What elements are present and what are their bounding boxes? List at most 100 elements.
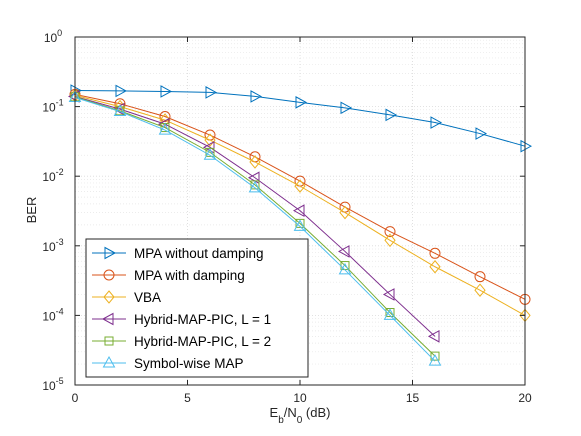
series-line: [74, 96, 436, 357]
data-point: [295, 96, 308, 109]
data-point: [338, 262, 352, 275]
data-point: [474, 271, 486, 283]
data-point: [294, 179, 306, 193]
y-tick-label-base: 10: [42, 379, 56, 393]
y-tick-label: 10-2: [42, 167, 63, 184]
x-axis-title-unit: (dB): [302, 405, 330, 420]
data-point: [428, 354, 442, 366]
y-tick-label: 10-5: [42, 376, 63, 393]
x-tick-label: 5: [184, 391, 191, 405]
y-tick-label-exponent: -1: [56, 98, 64, 108]
legend-swatch-marker: [103, 290, 115, 304]
y-tick-label-exponent: -3: [56, 237, 64, 247]
legend-item: Symbol-wise MAP: [92, 355, 244, 371]
legend-label: VBA: [134, 290, 161, 305]
data-point: [204, 133, 216, 147]
y-tick-marks: [75, 36, 525, 386]
y-tick-label-base: 10: [44, 31, 58, 45]
y-tick-label-base: 10: [42, 240, 56, 254]
legend-swatch-marker: [101, 312, 114, 326]
y-tick-label-base: 10: [42, 309, 56, 323]
data-point: [115, 106, 125, 116]
series-3: [69, 88, 531, 323]
y-tick-label: 10-1: [42, 98, 63, 115]
legend-swatch-marker: [104, 246, 117, 260]
x-tick-marks: [74, 37, 526, 385]
series-group: [67, 84, 533, 366]
legend-box: [85, 238, 309, 378]
data-point: [474, 283, 486, 298]
data-point: [113, 104, 127, 117]
x-tick-label: 15: [406, 391, 420, 405]
data-point: [160, 85, 173, 98]
x-tick-labels: 0 5 10 15 20: [72, 391, 532, 405]
data-point: [385, 108, 398, 122]
series-line: [74, 97, 436, 362]
data-point: [250, 90, 263, 103]
series-line: [74, 95, 436, 337]
legend-label: Hybrid-MAP-PIC, L = 2: [134, 334, 271, 349]
legend-item: Hybrid-MAP-PIC, L = 1: [92, 312, 271, 327]
y-tick-label-exponent: -2: [56, 167, 64, 177]
x-axis-title: Eb/N0 (dB): [270, 405, 331, 426]
y-tick-label-base: 10: [42, 101, 56, 115]
series-6: [68, 90, 442, 366]
y-tick-label-exponent: -4: [56, 306, 64, 316]
legend-label: MPA without damping: [134, 246, 264, 261]
legend-item: MPA without damping: [92, 246, 264, 261]
series-line: [74, 93, 526, 300]
data-point: [384, 226, 396, 238]
data-point: [475, 127, 488, 140]
series-line: [74, 94, 526, 316]
data-point: [430, 116, 443, 129]
data-point: [427, 330, 440, 343]
y-tick-label: 10-4: [42, 306, 63, 323]
data-point: [248, 180, 262, 193]
legend-item: VBA: [92, 290, 161, 305]
y-tick-label-exponent: -5: [56, 376, 64, 386]
x-axis-title-n: /N: [284, 405, 297, 420]
y-tick-label-exponent: 0: [57, 28, 62, 38]
data-point: [430, 351, 440, 361]
data-point: [383, 308, 397, 320]
y-tick-label: 100: [44, 28, 62, 45]
legend: MPA without damping MPA with damping VBA Hy…: [85, 238, 309, 378]
series-1: [70, 84, 533, 153]
data-point: [340, 101, 353, 115]
legend-label: Hybrid-MAP-PIC, L = 1: [134, 312, 271, 327]
data-point: [203, 148, 217, 160]
data-point: [429, 259, 441, 274]
x-axis-title-e: E: [270, 405, 279, 420]
data-point: [339, 205, 351, 220]
y-axis-title: BER: [24, 197, 39, 224]
data-point: [249, 155, 261, 169]
data-point: [382, 288, 395, 301]
data-point: [159, 111, 171, 123]
x-tick-label: 20: [518, 391, 532, 405]
x-axis-title-sub-0: 0: [297, 415, 303, 426]
legend-item: Hybrid-MAP-PIC, L = 2: [92, 334, 271, 349]
data-point: [205, 86, 218, 99]
data-point: [159, 113, 171, 127]
data-point: [520, 139, 533, 153]
x-tick-label: 0: [72, 391, 79, 405]
data-point: [337, 245, 350, 258]
legend-label: Symbol-wise MAP: [134, 356, 244, 371]
x-axis-title-sub-b: b: [278, 415, 284, 426]
data-point: [384, 233, 396, 248]
legend-item: MPA with damping: [92, 268, 245, 283]
legend-label: MPA with damping: [134, 268, 245, 283]
data-point: [115, 84, 128, 98]
data-point: [293, 219, 307, 231]
series-line: [74, 90, 526, 147]
data-point: [429, 247, 441, 259]
legend-swatch-marker: [104, 336, 114, 346]
y-tick-label: 10-3: [42, 237, 63, 254]
legend-swatch-marker: [103, 269, 115, 281]
y-tick-label-base: 10: [42, 170, 56, 184]
data-point: [292, 204, 305, 217]
legend-swatch-marker: [102, 355, 116, 368]
x-tick-label: 10: [293, 391, 307, 405]
